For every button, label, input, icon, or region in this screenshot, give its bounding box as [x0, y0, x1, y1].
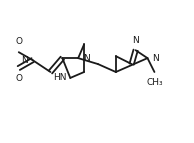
Text: O: O — [15, 37, 22, 46]
Text: N: N — [152, 54, 159, 63]
Text: N: N — [83, 54, 90, 63]
Text: CH₃: CH₃ — [146, 78, 163, 87]
Text: HN: HN — [53, 74, 66, 82]
Text: N: N — [132, 36, 139, 45]
Text: N: N — [21, 56, 28, 65]
Text: O: O — [15, 74, 22, 83]
